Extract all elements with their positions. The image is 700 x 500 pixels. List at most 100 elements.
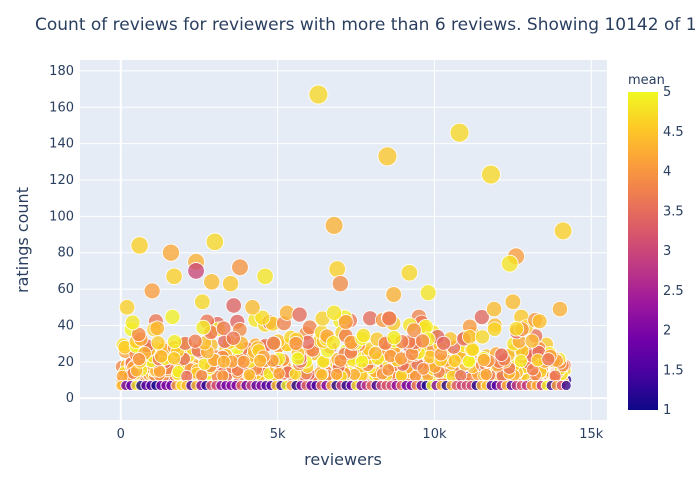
data-point — [462, 329, 478, 345]
y-tick-labels: 0 20 40 60 80 100 120 140 160 180 — [49, 64, 74, 406]
data-point — [416, 362, 431, 376]
data-point — [187, 262, 205, 280]
data-point — [291, 306, 308, 323]
data-point — [386, 330, 402, 346]
data-point — [454, 369, 468, 382]
y-tick-label: 60 — [57, 282, 74, 297]
data-point — [473, 309, 490, 326]
data-point — [195, 319, 212, 336]
data-point — [143, 282, 161, 300]
data-point — [485, 300, 503, 318]
data-point — [231, 258, 249, 277]
data-point — [476, 352, 491, 367]
data-point — [486, 321, 503, 337]
data-point — [164, 308, 181, 325]
data-point — [161, 243, 180, 262]
data-point — [381, 310, 398, 327]
data-point — [165, 267, 183, 286]
data-point — [308, 84, 329, 105]
data-point — [288, 336, 304, 351]
data-point — [406, 322, 422, 338]
data-point — [385, 286, 403, 303]
y-tick-label: 20 — [57, 355, 74, 370]
colorbar-tick-label: 2.5 — [663, 284, 684, 299]
colorbar-tick-label: 4 — [663, 165, 671, 180]
data-point — [415, 333, 431, 349]
data-point — [315, 368, 329, 382]
y-tick-label: 0 — [66, 391, 74, 406]
x-axis-title: reviewers — [304, 450, 382, 469]
data-point — [326, 304, 343, 321]
data-point — [524, 333, 540, 349]
data-point — [149, 320, 165, 337]
y-tick-label: 80 — [57, 246, 74, 261]
data-point — [236, 354, 251, 369]
colorbar-tick-label: 4.5 — [663, 125, 684, 140]
colorbar-tick-label: 2 — [663, 324, 671, 339]
data-point — [333, 353, 348, 368]
colorbar-title: mean — [628, 73, 665, 88]
colorbar-tick-label: 1 — [663, 403, 671, 418]
data-point — [132, 352, 147, 367]
x-tick-label: 10k — [422, 427, 447, 442]
data-point — [500, 254, 519, 273]
data-point — [355, 327, 372, 344]
y-axis-title: ratings count — [13, 187, 32, 293]
data-point — [541, 352, 556, 367]
data-point — [203, 273, 221, 291]
data-point — [266, 335, 281, 351]
data-point — [225, 330, 241, 346]
data-point — [118, 299, 136, 316]
colorbar-tick-label: 1.5 — [663, 363, 684, 378]
data-point — [187, 333, 203, 349]
data-point — [462, 354, 476, 369]
data-point — [225, 297, 242, 314]
colorbar-tick-label: 5 — [663, 85, 671, 100]
y-tick-label: 100 — [49, 209, 74, 224]
data-point — [256, 267, 274, 286]
y-tick-label: 120 — [49, 173, 74, 188]
y-tick-label: 180 — [49, 64, 74, 79]
colorbar-tick-labels: 1 1.5 2 2.5 3 3.5 4 4.5 5 — [663, 85, 684, 418]
colorbar — [628, 92, 658, 410]
data-point — [215, 320, 232, 337]
data-point — [154, 349, 169, 364]
chart-title: Count of reviews for reviewers with more… — [35, 15, 697, 35]
data-point — [474, 329, 491, 345]
data-point — [216, 354, 231, 369]
data-point — [481, 164, 501, 185]
data-point — [205, 232, 225, 251]
data-point — [377, 146, 398, 167]
data-point — [130, 236, 149, 255]
data-point — [553, 221, 573, 241]
data-point — [560, 380, 572, 391]
data-point — [254, 309, 271, 326]
data-point — [355, 354, 370, 369]
data-point — [447, 353, 462, 368]
data-point — [244, 299, 261, 316]
data-point — [272, 367, 286, 381]
y-tick-label: 140 — [49, 137, 74, 152]
data-point — [337, 314, 354, 330]
data-point — [381, 363, 395, 377]
x-tick-label: 5k — [270, 427, 286, 442]
data-point — [551, 300, 569, 318]
data-point — [216, 369, 230, 383]
data-point — [494, 347, 509, 362]
data-point — [194, 293, 211, 311]
data-point — [124, 314, 141, 331]
data-point — [504, 293, 522, 311]
colorbar-tick-label: 3 — [663, 244, 671, 259]
data-point — [290, 351, 305, 366]
data-point — [167, 351, 182, 366]
data-point — [479, 368, 493, 381]
data-points — [114, 84, 573, 391]
x-tick-label: 15k — [579, 427, 604, 442]
data-point — [326, 335, 341, 351]
data-point — [330, 367, 344, 381]
x-tick-labels: 0 5k 10k 15k — [117, 427, 604, 442]
data-point — [508, 321, 525, 337]
data-point — [150, 335, 166, 351]
data-point — [324, 216, 344, 235]
